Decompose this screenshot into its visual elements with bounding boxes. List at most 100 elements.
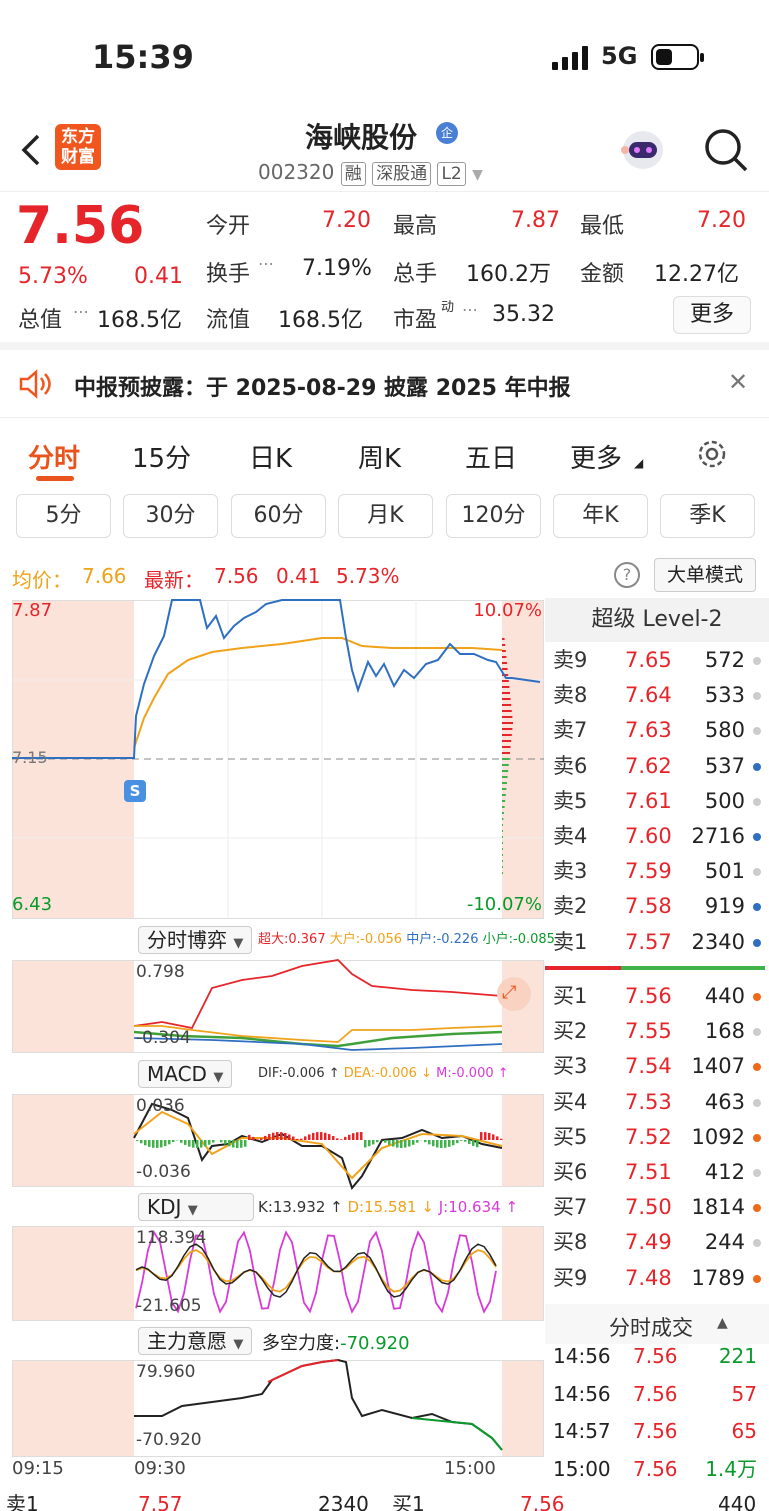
order-dot-icon <box>753 657 761 665</box>
bid-volume: 1814 <box>691 1195 745 1220</box>
subtab-yearly[interactable]: 年K <box>553 494 648 538</box>
tab-more[interactable]: 更多 <box>570 444 623 474</box>
pe-info-icon[interactable]: ⋯ <box>462 300 478 319</box>
amount-value: 12.27亿 <box>654 262 739 287</box>
ask-level: 卖8 <box>553 683 588 708</box>
s-signal-marker[interactable]: S <box>124 780 146 802</box>
change-amount: 0.41 <box>134 264 183 289</box>
bid-row[interactable]: 买1 7.56 440 <box>545 979 769 1014</box>
macd-histogram-bar <box>256 1139 259 1140</box>
game-indicator-select[interactable]: 分时博弈 ▼ <box>138 926 253 954</box>
turnover-info-icon[interactable]: ⋯ <box>258 254 274 273</box>
notice-bar[interactable]: 中报预披露：于 2025-08-29 披露 2025 年中报 ✕ <box>0 350 769 418</box>
trade-row: 14:56 7.56 221 <box>545 1338 769 1375</box>
kdj-indicator-select[interactable]: KDJ ▼ <box>138 1193 254 1221</box>
order-dot-icon <box>753 938 761 947</box>
level2-title[interactable]: 超级 Level-2 <box>545 598 769 642</box>
bid-row[interactable]: 买8 7.49 244 <box>545 1225 769 1260</box>
ask-row[interactable]: 卖1 7.57 2340 <box>545 925 769 960</box>
mktcap-info-icon[interactable]: ⋯ <box>73 302 89 321</box>
subtab-60min[interactable]: 60分 <box>231 494 326 538</box>
more-button[interactable]: 更多 <box>673 296 751 334</box>
tab-15min[interactable]: 15分 <box>132 444 192 474</box>
chart-canvas[interactable] <box>12 598 544 1478</box>
bid-row[interactable]: 买2 7.55 168 <box>545 1014 769 1049</box>
app-logo[interactable]: 东方 财富 <box>55 124 101 170</box>
ask-price: 7.64 <box>625 683 672 708</box>
bid-volume: 412 <box>704 1160 745 1184</box>
tab-daily[interactable]: 日K <box>249 444 293 474</box>
order-dot-icon <box>753 1028 761 1037</box>
macd-histogram-bar <box>164 1140 167 1147</box>
help-icon[interactable]: ? <box>614 562 640 588</box>
trades-title: 分时成交 <box>609 1316 693 1340</box>
bid-row[interactable]: 买3 7.54 1407 <box>545 1049 769 1084</box>
close-icon[interactable]: ✕ <box>728 368 749 396</box>
code-dropdown-icon[interactable]: ▼ <box>472 167 483 183</box>
quote-panel: 7.56 5.73% 0.41 总值 ⋯ 168.5亿 今开 7.20 最高 7… <box>0 192 769 350</box>
macd-histogram-bar <box>392 1140 395 1147</box>
indicator-line <box>267 1359 339 1383</box>
turnover-value: 7.19% <box>302 256 372 281</box>
trade-volume: 57 <box>731 1381 757 1406</box>
ask-level: 卖7 <box>553 718 588 743</box>
order-dot-icon <box>753 1133 761 1142</box>
macd-select-caret-icon: ▼ <box>213 1070 224 1085</box>
trades-header[interactable]: 分时成交 ▲ <box>545 1304 769 1344</box>
trade-row: 14:57 7.56 65 <box>545 1413 769 1450</box>
tab-five-day[interactable]: 五日 <box>465 444 518 474</box>
ask-row[interactable]: 卖7 7.63 580 <box>545 713 769 748</box>
subtab-monthly[interactable]: 月K <box>338 494 433 538</box>
legend-d: D:15.581 ↓ <box>347 1198 434 1216</box>
volume-profile-bar <box>502 824 503 826</box>
tab-intraday[interactable]: 分时 <box>28 444 81 474</box>
tab-weekly[interactable]: 周K <box>358 444 402 474</box>
subtab-120min[interactable]: 120分 <box>446 494 541 538</box>
volume-profile-bar <box>502 860 503 862</box>
bid-row[interactable]: 买6 7.51 412 <box>545 1155 769 1190</box>
volume-profile-bar <box>502 710 512 712</box>
macd-indicator-select[interactable]: MACD ▼ <box>138 1060 233 1088</box>
bid-volume: 463 <box>704 1089 745 1114</box>
bid-row[interactable]: 买7 7.50 1814 <box>545 1190 769 1225</box>
ask-row[interactable]: 卖2 7.58 919 <box>545 889 769 924</box>
ask-level: 卖6 <box>553 753 588 778</box>
subtab-5min[interactable]: 5分 <box>16 494 111 538</box>
back-icon[interactable] <box>14 132 50 168</box>
chart-tabs: 分时 15分 日K 周K 五日 更多 ◢ <box>0 420 769 490</box>
game-select-label: 分时博弈 <box>147 928 227 952</box>
bid-row[interactable]: 买5 7.52 1092 <box>545 1120 769 1155</box>
ask-volume: 2716 <box>691 824 745 848</box>
ask-volume: 580 <box>704 718 745 743</box>
intraday-chart[interactable]: 7.87 6.43 10.07% -10.07% 7.15 S 分时博弈 ▼ 超… <box>12 598 555 1479</box>
robot-assistant-icon[interactable] <box>619 126 667 172</box>
expand-icon[interactable]: ⤢ <box>502 982 517 1003</box>
indicator-line <box>134 1025 503 1043</box>
bid-row[interactable]: 买9 7.48 1789 <box>545 1261 769 1296</box>
trades-collapse-icon[interactable]: ▲ <box>717 1315 728 1331</box>
force-indicator-select[interactable]: 主力意愿 ▼ <box>138 1327 253 1355</box>
ask-price: 7.61 <box>625 788 672 813</box>
subtab-quarterly[interactable]: 季K <box>660 494 755 538</box>
big-order-mode-button[interactable]: 大单模式 <box>654 558 756 592</box>
macd-histogram-bar <box>376 1140 379 1143</box>
trade-row: 15:00 7.56 1.4万 <box>545 1451 769 1488</box>
ask-row[interactable]: 卖8 7.64 533 <box>545 678 769 713</box>
ask-row[interactable]: 卖3 7.59 501 <box>545 854 769 889</box>
legend-dif: DIF:-0.006 ↑ <box>258 1066 340 1081</box>
bid-row[interactable]: 买4 7.53 463 <box>545 1085 769 1120</box>
force-select-caret-icon: ▼ <box>233 1337 244 1352</box>
search-icon[interactable] <box>702 126 750 174</box>
ask-row[interactable]: 卖4 7.60 2716 <box>545 819 769 854</box>
force-value: -70.920 <box>340 1333 410 1354</box>
subtab-30min[interactable]: 30分 <box>123 494 218 538</box>
ask-row[interactable]: 卖9 7.65 572 <box>545 643 769 678</box>
float-value: 168.5亿 <box>278 308 363 333</box>
macd-histogram-bar <box>444 1140 447 1148</box>
ask-row[interactable]: 卖5 7.61 500 <box>545 784 769 819</box>
macd-histogram-bar <box>332 1136 335 1140</box>
macd-histogram-bar <box>208 1140 211 1145</box>
ask-row[interactable]: 卖6 7.62 537 <box>545 749 769 784</box>
bid-level: 买6 <box>553 1160 588 1184</box>
settings-gear-icon[interactable] <box>694 436 730 472</box>
